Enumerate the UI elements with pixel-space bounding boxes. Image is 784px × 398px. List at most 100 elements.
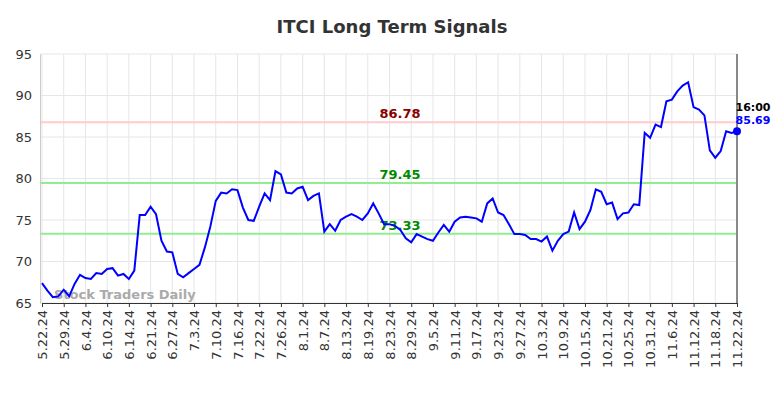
- axis-line: [43, 304, 738, 308]
- grid-line: [42, 54, 43, 303]
- tick: 9.17.24: [469, 303, 484, 360]
- tick-label: 8.29.24: [404, 310, 419, 360]
- tick-mark: [542, 303, 543, 307]
- tick-mark: [107, 303, 108, 307]
- tick: 7.26.24: [274, 303, 289, 360]
- tick-mark: [563, 303, 564, 307]
- last-value: 85.69: [736, 114, 771, 127]
- watermark: Stock Traders Daily: [54, 287, 196, 302]
- tick-mark: [433, 303, 434, 307]
- grid-line: [237, 54, 238, 303]
- tick-mark: [737, 303, 738, 307]
- grid-line: [563, 54, 564, 303]
- grid-line: [40, 95, 737, 96]
- tick: 85: [15, 130, 40, 145]
- tick-label: 9.17.24: [469, 310, 484, 360]
- plot-edge: [736, 54, 738, 303]
- tick: 8.7.24: [317, 303, 332, 351]
- grid-line: [650, 54, 651, 303]
- last-time: 16:00: [735, 101, 770, 114]
- tick: 5.29.24: [57, 303, 72, 360]
- tick-label: 7.26.24: [274, 310, 289, 360]
- axis-line: [40, 55, 41, 304]
- tick: 11.22.24: [730, 303, 745, 368]
- tick-label: 6.21.24: [144, 310, 159, 360]
- tick-mark: [129, 303, 130, 307]
- tick: 95: [15, 47, 40, 62]
- tick-mark: [303, 303, 304, 307]
- tick-label: 8.19.24: [361, 310, 376, 360]
- grid-line: [40, 261, 737, 262]
- tick-mark: [194, 303, 195, 307]
- grid-line: [40, 137, 737, 138]
- tick-label: 10.21.24: [600, 310, 615, 368]
- grid-line: [432, 54, 433, 303]
- tick: 8.13.24: [339, 303, 354, 360]
- tick-label: 70: [15, 254, 32, 269]
- tick-label: 11.18.24: [708, 310, 723, 368]
- tick: 7.22.24: [252, 303, 267, 360]
- tick-mark: [520, 303, 521, 307]
- tick-label: 7.10.24: [209, 310, 224, 360]
- tick-mark: [650, 303, 651, 307]
- x-axis: 5.22.245.29.246.4.246.10.246.14.246.21.2…: [35, 303, 745, 368]
- tick: 10.31.24: [643, 303, 658, 368]
- tick-label: 90: [15, 88, 32, 103]
- tick-label: 9.5.24: [426, 310, 441, 351]
- tick: 90: [15, 88, 40, 103]
- tick-label: 7.22.24: [252, 310, 267, 360]
- signal-lines: [40, 122, 737, 234]
- tick-mark: [672, 303, 673, 307]
- tick: 10.3.24: [535, 303, 550, 360]
- tick-label: 85: [15, 130, 32, 145]
- grid-line: [519, 54, 520, 303]
- tick: 70: [15, 254, 40, 269]
- tick-label: 5.29.24: [57, 310, 72, 360]
- tick-label: 11.6.24: [665, 310, 680, 360]
- grid-line: [628, 54, 629, 303]
- tick-label: 6.4.24: [78, 310, 93, 351]
- tick: 6.21.24: [144, 303, 159, 360]
- tick-label: 8.7.24: [317, 310, 332, 351]
- tick-label: 6.14.24: [122, 310, 137, 360]
- tick: 11.6.24: [665, 303, 680, 360]
- grid-line: [324, 54, 325, 303]
- chart: ITCI Long Term Signals86.7879.4573.33Sto…: [0, 0, 784, 398]
- tick-mark: [151, 303, 152, 307]
- tick: 9.27.24: [513, 303, 528, 360]
- grid-line: [172, 54, 173, 303]
- grid: [40, 54, 737, 303]
- grid-line: [128, 54, 129, 303]
- tick-label: 75: [15, 213, 32, 228]
- tick-label: 9.27.24: [513, 310, 528, 360]
- tick-mark: [628, 303, 629, 307]
- tick-label: 10.9.24: [556, 310, 571, 360]
- tick: 10.25.24: [621, 303, 636, 368]
- tick: 65: [15, 296, 40, 311]
- tick-mark: [237, 303, 238, 307]
- tick-label: 95: [15, 47, 32, 62]
- tick: 7.3.24: [187, 303, 202, 351]
- tick: 75: [15, 213, 40, 228]
- tick-mark: [85, 303, 86, 307]
- grid-line: [215, 54, 216, 303]
- tick-label: 65: [15, 296, 32, 311]
- grid-line: [150, 54, 151, 303]
- tick-label: 9.23.24: [491, 310, 506, 360]
- tick-label: 8.23.24: [383, 310, 398, 360]
- signal-line: [40, 182, 737, 184]
- tick-mark: [259, 303, 260, 307]
- grid-line: [346, 54, 347, 303]
- tick: 11.18.24: [708, 303, 723, 368]
- tick-mark: [411, 303, 412, 307]
- tick: 9.11.24: [448, 303, 463, 360]
- tick: 10.9.24: [556, 303, 571, 360]
- grid-line: [606, 54, 607, 303]
- grid-line: [737, 54, 738, 303]
- grid-line: [498, 54, 499, 303]
- tick-mark: [346, 303, 347, 307]
- grid-line: [367, 54, 368, 303]
- signal-line: [40, 121, 737, 123]
- last-point: [733, 127, 741, 135]
- tick-label: 10.15.24: [578, 310, 593, 368]
